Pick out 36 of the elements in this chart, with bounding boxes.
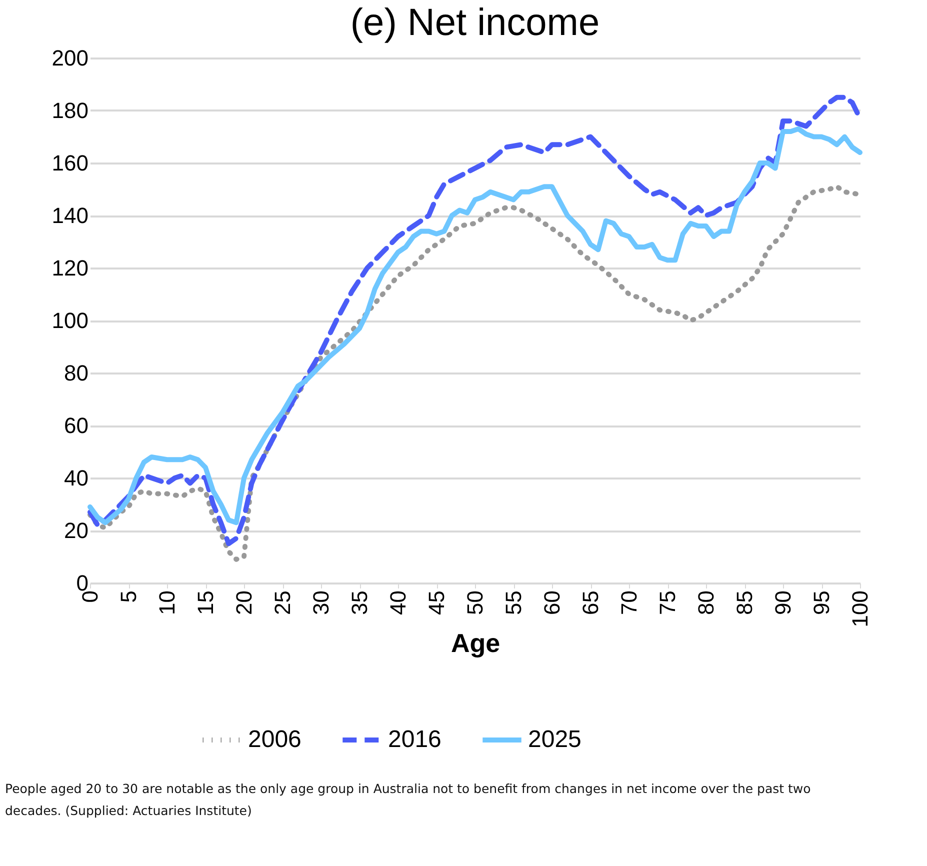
text: People aged 20 to 30 are notable as the only age group in Australia not to benefit from changes in net income over the past two decades. (Supplied: Actuaries Institute)	[5, 781, 811, 818]
x-tick-label: 90	[770, 590, 796, 615]
y-tick-label: 120	[52, 256, 88, 280]
x-tick-label: 55	[501, 590, 526, 615]
y-tick-label: 180	[52, 98, 88, 123]
legend-label: 2016	[388, 726, 442, 753]
x-tick-label: 75	[655, 590, 680, 615]
x-tick-label: 95	[809, 590, 834, 615]
x-tick-label: 100	[848, 590, 872, 628]
x-tick-label: 65	[578, 590, 603, 615]
x-tick-label: 15	[193, 590, 218, 615]
x-tick-label: 85	[732, 590, 757, 615]
x-tick-label: 50	[462, 590, 488, 615]
y-tick-label: 20	[64, 518, 88, 543]
x-tick-label: 30	[308, 590, 334, 615]
x-tick-label: 5	[116, 590, 141, 603]
x-tick-label: 10	[154, 590, 180, 615]
y-tick-label: 100	[52, 308, 88, 333]
x-tick-label: 60	[540, 590, 564, 615]
y-tick-label: 80	[64, 360, 88, 386]
x-tick-label: 20	[232, 590, 256, 615]
x-tick-label: 40	[386, 590, 410, 615]
y-tick-label: 200	[52, 46, 88, 70]
legend-label: 2006	[248, 726, 302, 753]
x-tick-label: 80	[694, 590, 718, 615]
legend-label: 2025	[528, 726, 582, 753]
y-tick-label: 160	[52, 150, 88, 176]
x-axis-title: Age	[450, 628, 500, 658]
y-tick-label: 60	[64, 413, 88, 438]
y-tick-label: 40	[64, 466, 88, 490]
x-tick-label: 35	[347, 590, 372, 615]
x-tick-label: 45	[424, 590, 449, 615]
x-tick-label: 25	[270, 590, 295, 615]
x-tick-label: 70	[616, 590, 642, 615]
chart-title: (e) Net income	[350, 2, 600, 44]
y-tick-label: 140	[52, 203, 88, 228]
